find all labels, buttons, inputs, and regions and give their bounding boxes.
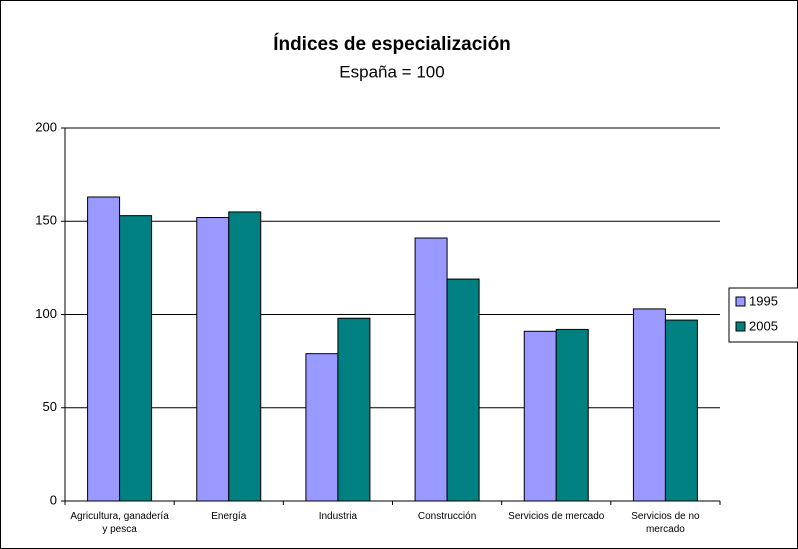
bar (119, 215, 153, 502)
bar (305, 353, 339, 502)
bar (446, 278, 480, 502)
legend-label: 2005 (749, 318, 778, 333)
bar (228, 211, 262, 502)
legend-swatch (735, 321, 746, 332)
bar (414, 237, 448, 502)
chart-subtitle: España = 100 (339, 62, 444, 81)
y-tick-label: 150 (35, 213, 57, 228)
x-tick-label: Servicios de mercado (508, 511, 605, 522)
y-tick-label: 100 (35, 306, 57, 321)
y-tick-label: 50 (43, 399, 57, 414)
legend-label: 1995 (749, 293, 778, 308)
bar (87, 196, 121, 502)
bar (196, 217, 230, 502)
x-tick-label: Servicios de no mercado (631, 511, 700, 535)
bar (523, 330, 557, 502)
y-tick-label: 200 (35, 119, 57, 134)
x-tick-label: Agricultura, ganadería y pesca (70, 511, 169, 535)
legend-swatch (735, 296, 746, 307)
bar (337, 317, 371, 502)
x-tick-label: Energía (211, 511, 247, 522)
bar (664, 319, 698, 502)
x-tick-label: Industria (318, 511, 358, 522)
y-tick-label: 0 (50, 492, 57, 507)
bar (555, 328, 589, 502)
x-tick-label: Construcción (417, 511, 477, 522)
bar (632, 308, 666, 502)
chart-title: Índices de especialización (273, 33, 511, 55)
